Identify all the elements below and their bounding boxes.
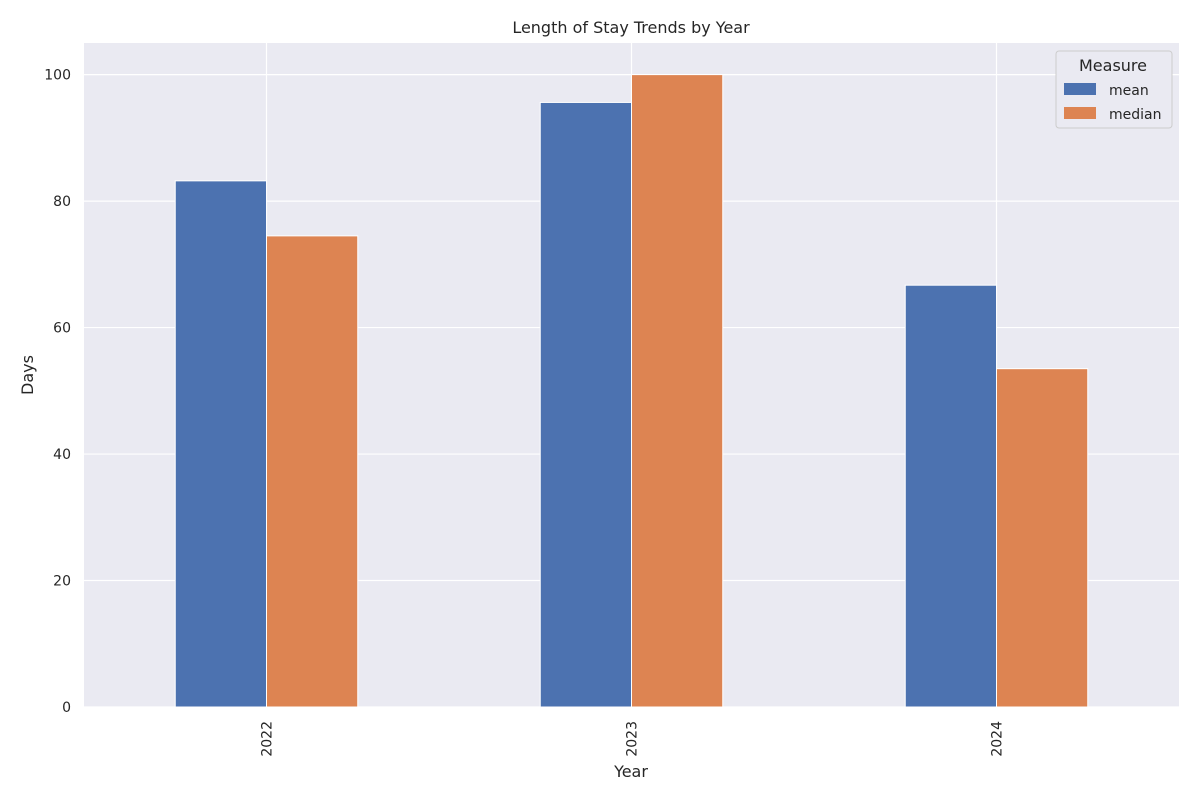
y-tick-label: 100 bbox=[44, 68, 71, 84]
x-axis-label: Year bbox=[613, 762, 648, 781]
x-tick-label: 2022 bbox=[260, 721, 276, 757]
y-tick-label: 0 bbox=[62, 700, 71, 716]
y-tick-label: 80 bbox=[53, 194, 71, 210]
y-tick-label: 60 bbox=[53, 321, 71, 337]
bar-mean-2024 bbox=[904, 284, 997, 708]
legend-label-median: median bbox=[1109, 107, 1161, 123]
bar-median-2024 bbox=[996, 368, 1089, 708]
legend-label-mean: mean bbox=[1109, 83, 1149, 99]
y-axis-label: Days bbox=[18, 355, 37, 395]
chart-title: Length of Stay Trends by Year bbox=[512, 18, 750, 37]
legend-swatch-mean bbox=[1064, 83, 1096, 95]
legend: Measure mean median bbox=[1055, 50, 1173, 129]
bar-median-2023 bbox=[631, 74, 724, 708]
bar-mean-2022 bbox=[174, 180, 267, 708]
legend-title: Measure bbox=[1079, 56, 1147, 75]
y-tick-label: 20 bbox=[53, 574, 71, 590]
y-tick-label: 40 bbox=[53, 447, 71, 463]
x-tick-label: 2023 bbox=[625, 721, 641, 757]
bar-mean-2023 bbox=[539, 101, 632, 708]
x-tick-label: 2024 bbox=[990, 721, 1006, 757]
bars-layer bbox=[174, 74, 1089, 708]
bar-median-2022 bbox=[266, 235, 359, 708]
ticks-layer: 0 20 40 60 80 100 2022 2023 2024 bbox=[44, 68, 1005, 757]
legend-swatch-median bbox=[1064, 107, 1096, 119]
